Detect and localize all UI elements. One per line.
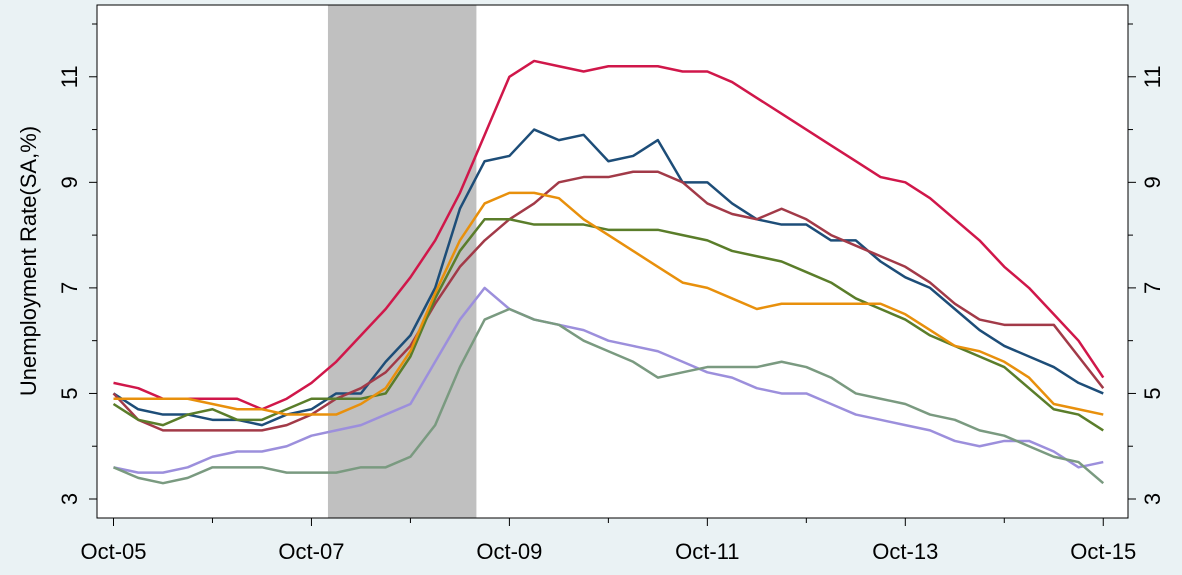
y2-tick-label: 3 — [1140, 493, 1165, 505]
recession-shade — [327, 5, 477, 518]
y2-tick-label: 9 — [1140, 176, 1165, 188]
shade-layer — [327, 5, 477, 518]
y2-tick-label: 7 — [1140, 282, 1165, 294]
plot-area — [97, 5, 1128, 518]
plot-frame — [96, 4, 1129, 519]
x-tick-label: Oct-13 — [872, 539, 938, 564]
series-line — [113, 286, 1104, 474]
y-tick-label: 3 — [57, 493, 82, 505]
series-line — [113, 307, 1105, 485]
y-tick-label: 5 — [57, 387, 82, 399]
lines-layer — [112, 59, 1105, 485]
series-line — [113, 59, 1105, 411]
y2-tick-label: 5 — [1140, 387, 1165, 399]
x-tick-label: Oct-15 — [1070, 539, 1136, 564]
x-tick-label: Oct-07 — [278, 539, 344, 564]
x-tick-label: Oct-09 — [476, 539, 542, 564]
series-line — [113, 191, 1104, 416]
y-tick-label: 9 — [57, 176, 82, 188]
x-tick-label: Oct-05 — [80, 539, 146, 564]
series-line — [112, 170, 1105, 432]
y2-tick-label: 11 — [1140, 65, 1165, 88]
series-line — [112, 128, 1104, 427]
y-axis-title: Unemployment Rate(SA,%) — [16, 126, 41, 396]
y-tick-label: 11 — [57, 65, 82, 88]
x-tick-label: Oct-11 — [675, 539, 739, 564]
y-tick-label: 7 — [57, 282, 82, 294]
